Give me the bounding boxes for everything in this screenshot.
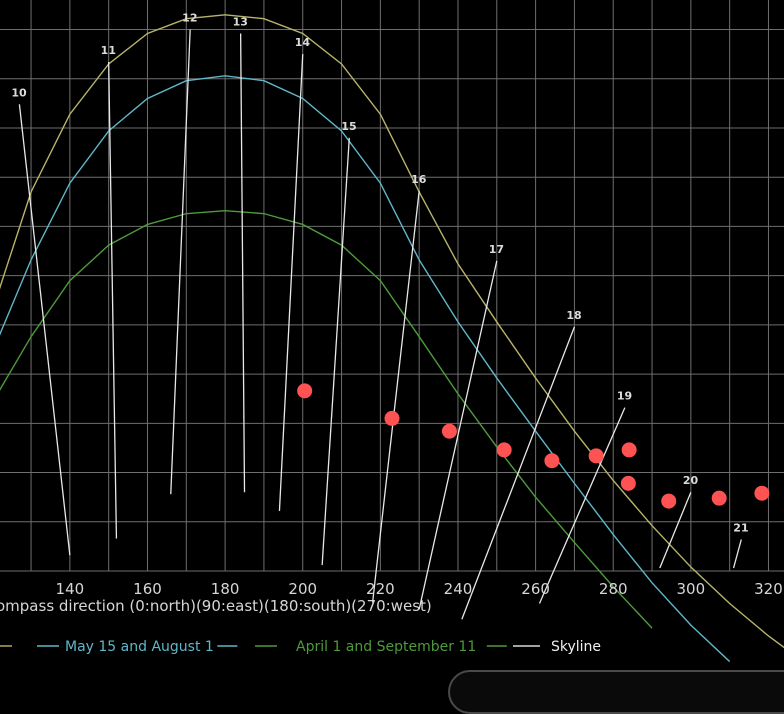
- x-tick-label: 220: [366, 580, 395, 598]
- hour-line-10: [18, 104, 71, 556]
- hour-label-14: 14: [295, 36, 311, 49]
- hour-lines: 10 11 12 13 14 15 16 17 18 19 20 21: [11, 12, 749, 620]
- x-tick-label: 280: [599, 580, 628, 598]
- skyline-points: [297, 383, 770, 509]
- hour-label-12: 12: [182, 12, 197, 25]
- skyline-point: [754, 485, 770, 501]
- x-axis-label: ompass direction (0:north)(90:east)(180:…: [0, 597, 432, 615]
- skyline-point: [711, 490, 727, 506]
- hour-label-18: 18: [566, 309, 581, 322]
- legend: May 15 and August 1 April 1 and September…: [0, 639, 601, 655]
- x-axis: 140 160 180 200 220 240 260 280 300 320: [56, 580, 783, 598]
- skyline-point: [441, 423, 457, 439]
- legend-label: Skyline: [551, 639, 601, 655]
- hour-line-14: [278, 54, 304, 511]
- hour-line-18: [461, 326, 576, 620]
- hour-label-11: 11: [101, 44, 116, 57]
- hour-line-15: [321, 137, 350, 566]
- navigation-pill: [448, 670, 784, 714]
- hour-label-16: 16: [411, 173, 427, 186]
- hour-line-21: [732, 539, 742, 569]
- sun-path-curve-3: [0, 209, 653, 629]
- legend-label: April 1 and September 11: [296, 639, 476, 655]
- x-tick-label: 200: [288, 580, 317, 598]
- hour-line-17: [418, 260, 498, 610]
- hour-line-16: [371, 190, 420, 603]
- hour-label-19: 19: [617, 390, 632, 403]
- hour-line-12: [170, 29, 191, 495]
- sun-path-curve-2: [0, 75, 731, 663]
- hour-line-13: [239, 33, 246, 493]
- hour-line-20: [659, 491, 692, 569]
- skyline-point: [621, 442, 637, 458]
- hour-label-21: 21: [733, 521, 748, 534]
- x-tick-label: 320: [754, 580, 783, 598]
- hour-line-19: [538, 407, 626, 604]
- x-tick-label: 140: [56, 580, 85, 598]
- skyline-point: [297, 383, 313, 399]
- x-tick-label: 260: [521, 580, 550, 598]
- skyline-point: [588, 448, 604, 464]
- hour-label-13: 13: [233, 15, 248, 28]
- hour-label-15: 15: [341, 120, 356, 133]
- x-tick-label: 160: [133, 580, 162, 598]
- hour-line-11: [108, 62, 118, 539]
- x-tick-label: 300: [677, 580, 706, 598]
- skyline-point: [384, 410, 400, 426]
- hour-label-20: 20: [683, 474, 699, 487]
- hour-label-10: 10: [11, 86, 27, 99]
- skyline-point: [496, 442, 512, 458]
- hour-label-17: 17: [489, 243, 504, 256]
- legend-label: May 15 and August 1: [65, 639, 214, 655]
- x-tick-label: 180: [211, 580, 240, 598]
- skyline-point: [620, 475, 636, 491]
- sun-path-curves: [0, 14, 784, 663]
- sun-path-curve-1: [0, 14, 784, 649]
- skyline-point: [544, 453, 560, 469]
- skyline-point: [661, 493, 677, 509]
- sun-path-chart: 10 11 12 13 14 15 16 17 18 19 20 21 140 160 180 200 220…: [0, 0, 784, 663]
- x-tick-label: 240: [444, 580, 473, 598]
- grid: [0, 0, 784, 572]
